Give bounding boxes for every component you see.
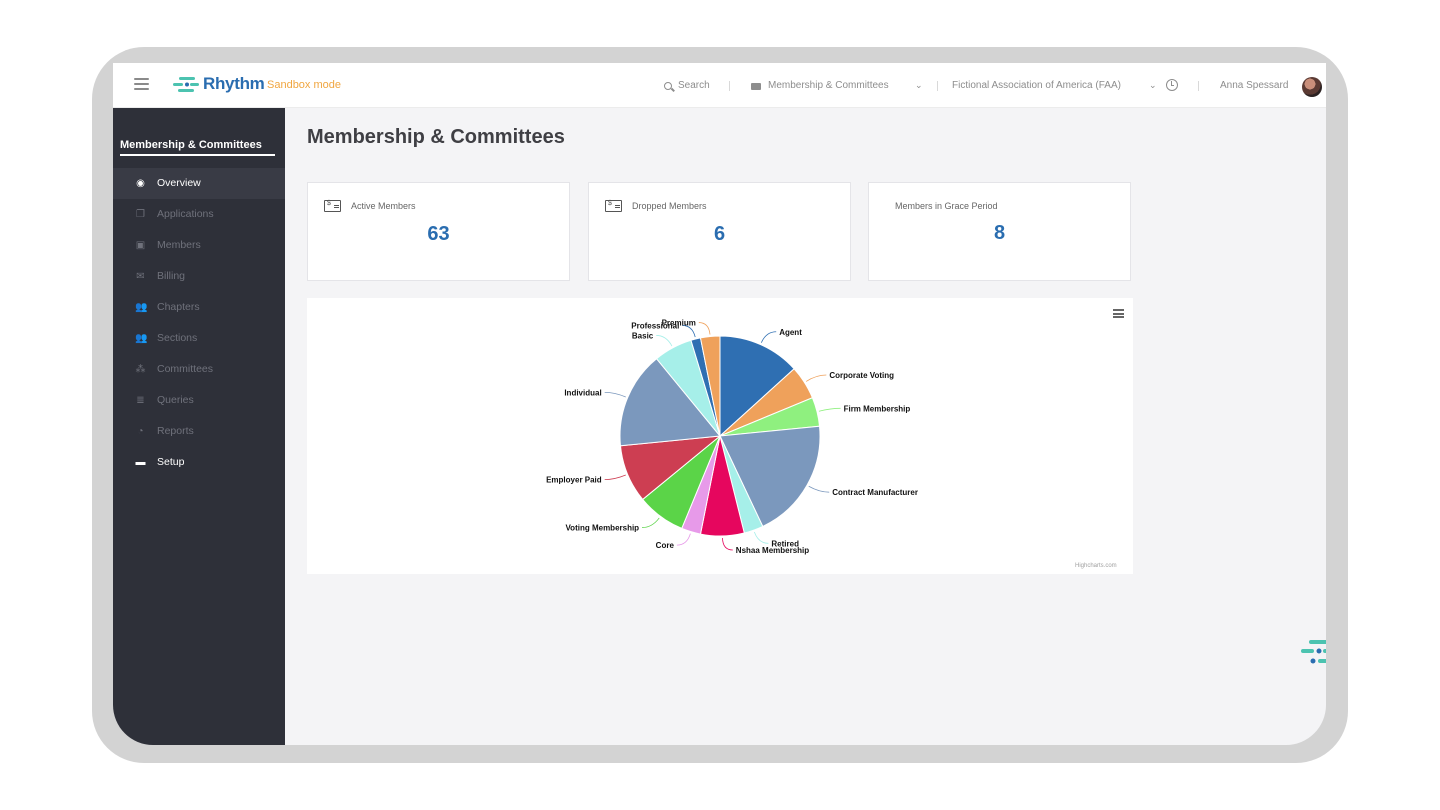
database-icon: ≣ [136, 395, 145, 406]
stat-value: 8 [993, 222, 1006, 244]
data-label-connector [676, 533, 691, 546]
briefcase-icon: ▬ [135, 457, 146, 468]
sidebar-title-underline [120, 154, 275, 156]
stat-card-grace-period[interactable]: Members in Grace Period 8 [868, 182, 1131, 281]
user-name[interactable]: Anna Spessard [1220, 80, 1289, 91]
data-label: Employer Paid [546, 476, 602, 485]
sidebar-item-label: Overview [157, 177, 201, 189]
divider [729, 81, 730, 91]
card-icon [751, 83, 761, 90]
sidebar-title: Membership & Committees [120, 139, 262, 151]
organization-selector[interactable]: Fictional Association of America (FAA) [952, 80, 1121, 91]
sidebar-item-reports[interactable]: ◔ Reports [113, 416, 285, 447]
sidebar-item-label: Setup [157, 456, 185, 468]
sidebar: Membership & Committees ◉ Overview ❐ Applic… [113, 108, 285, 745]
data-label-connector [604, 474, 626, 481]
clock-icon[interactable] [1166, 79, 1178, 91]
pie-slice-contract-manufacturer[interactable] [719, 425, 821, 528]
data-label: Retired [771, 539, 799, 548]
stat-label: Active Members [351, 201, 416, 211]
data-label-connector [682, 325, 696, 338]
stat-card-dropped-members[interactable]: Dropped Members 6 [588, 182, 851, 281]
rhythm-floating-logo-icon[interactable] [1301, 636, 1326, 668]
dollar-card-icon [324, 200, 341, 212]
chevron-down-icon[interactable]: ⌄ [1149, 80, 1157, 90]
data-label: Agent [779, 328, 802, 337]
search-input[interactable]: Search [678, 80, 710, 91]
data-label: Corporate Voting [829, 371, 894, 380]
pie-chart-svg: Agent Corporate Voting Firm Membership Cont… [546, 319, 918, 555]
divider [937, 81, 938, 91]
data-label: Premium [662, 319, 696, 328]
sidebar-item-label: Chapters [157, 301, 200, 313]
data-label: Basic [632, 331, 654, 340]
sidebar-item-members[interactable]: ▣ Members [113, 230, 285, 261]
stat-label: Dropped Members [632, 201, 707, 211]
id-card-icon: ▣ [135, 240, 146, 251]
app-screen: Rhythm Sandbox mode Search Membership & … [113, 63, 1326, 745]
pie-chart-icon: ◔ [137, 426, 144, 437]
data-label: Firm Membership [844, 404, 911, 413]
data-label-connector [753, 531, 769, 544]
brand-name[interactable]: Rhythm [203, 74, 265, 93]
page-title: Membership & Committees [307, 126, 565, 148]
sidebar-item-chapters[interactable]: 👥 Chapters [113, 292, 285, 323]
chevron-down-icon[interactable]: ⌄ [915, 80, 923, 90]
sidebar-item-label: Members [157, 239, 201, 251]
sidebar-item-queries[interactable]: ≣ Queries [113, 385, 285, 416]
sidebar-item-label: Reports [157, 425, 194, 437]
data-label-connector [818, 407, 841, 412]
data-label-connector [805, 374, 827, 382]
envelope-dollar-icon: ✉ [136, 271, 145, 282]
sidebar-item-overview[interactable]: ◉ Overview [113, 168, 285, 199]
data-label-connector [656, 335, 673, 347]
stat-card-active-members[interactable]: Active Members 63 [307, 182, 570, 281]
top-bar: Rhythm Sandbox mode Search Membership & … [113, 63, 1326, 108]
menu-icon[interactable] [134, 78, 149, 90]
sidebar-item-label: Applications [157, 208, 214, 220]
module-selector[interactable]: Membership & Committees [768, 80, 889, 91]
users-icon: 👥 [135, 333, 148, 344]
sidebar-item-setup[interactable]: ▬ Setup [113, 447, 285, 478]
avatar[interactable] [1302, 77, 1322, 97]
data-label: Professional [631, 321, 679, 330]
sidebar-item-committees[interactable]: ⁂ Committees [113, 354, 285, 385]
stat-label: Members in Grace Period [895, 201, 998, 211]
chart-credits[interactable]: Highcharts.com [1075, 563, 1117, 569]
data-label-connector [760, 331, 777, 343]
users-icon: 👥 [135, 302, 148, 313]
stat-value: 63 [427, 223, 450, 245]
pie-slice-agent[interactable] [719, 335, 795, 438]
sandbox-mode-label: Sandbox mode [267, 79, 341, 91]
data-label: Voting Membership [565, 524, 639, 533]
data-label-connector [642, 517, 660, 528]
globe-icon: ◉ [136, 178, 145, 189]
divider [1198, 81, 1199, 91]
copy-icon: ❐ [136, 209, 145, 220]
data-label-connector [722, 537, 733, 551]
membership-pie-chart: Agent Corporate Voting Firm Membership Cont… [307, 298, 1133, 574]
sidebar-item-label: Billing [157, 270, 186, 282]
data-label-connector [604, 391, 626, 398]
user-group-icon: ⁂ [135, 364, 146, 375]
data-label: Nshaa Membership [736, 546, 809, 555]
sidebar-item-label: Queries [157, 394, 194, 406]
rhythm-logo-icon [173, 77, 199, 92]
sidebar-item-applications[interactable]: ❐ Applications [113, 199, 285, 230]
pie-slice-individual[interactable] [619, 357, 721, 447]
sidebar-item-billing[interactable]: ✉ Billing [113, 261, 285, 292]
data-label-connector [808, 485, 830, 493]
sidebar-item-label: Sections [157, 332, 198, 344]
stat-value: 6 [713, 223, 726, 245]
pie-slice-premium[interactable] [699, 335, 721, 437]
data-label: Core [656, 541, 675, 550]
sidebar-item-sections[interactable]: 👥 Sections [113, 323, 285, 354]
dollar-card-icon [605, 200, 622, 212]
chart-menu-icon[interactable] [1113, 309, 1124, 318]
sidebar-item-label: Committees [157, 363, 214, 375]
data-label: Individual [564, 388, 601, 397]
data-label: Contract Manufacturer [832, 488, 918, 497]
data-label-connector [698, 322, 711, 335]
search-icon[interactable] [664, 82, 672, 90]
